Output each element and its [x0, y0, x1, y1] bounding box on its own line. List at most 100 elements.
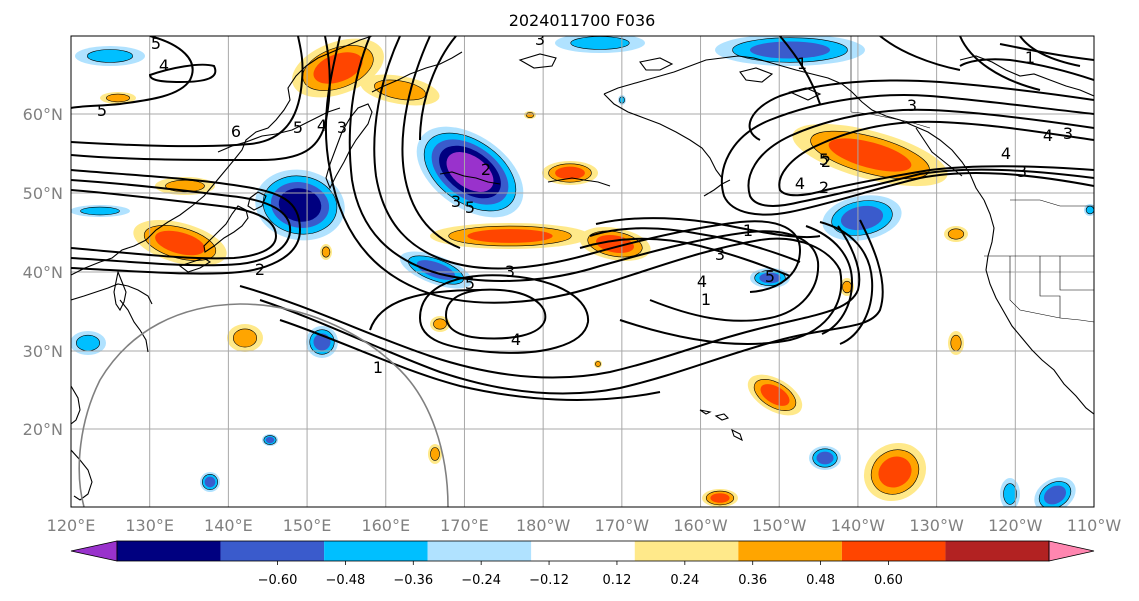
latitude-label: 40°N [23, 263, 63, 282]
contour-label: 2 [481, 160, 491, 179]
contour-label: 6 [231, 122, 241, 141]
latitude-label: 60°N [23, 105, 63, 124]
longitude-label: 150°E [283, 516, 332, 535]
latitude-label: 20°N [23, 420, 63, 439]
anomaly-blob [76, 334, 101, 352]
anomaly-blob [1003, 483, 1017, 505]
contour-label: 1 [373, 358, 383, 377]
contour-label: 3 [1063, 124, 1073, 143]
colorbar-tick-label: −0.60 [258, 573, 298, 588]
colorbar-segment [531, 541, 635, 561]
anomaly-blob [595, 361, 601, 367]
anomaly-blob [950, 334, 962, 352]
coastlines [71, 36, 1094, 501]
longitude-label: 170°W [595, 516, 650, 535]
contour-label: 5 [765, 267, 775, 286]
anomaly-blob [842, 280, 852, 294]
anomaly-blob [840, 205, 884, 231]
anomaly-blob [155, 230, 205, 256]
anomaly-blob [760, 384, 790, 406]
contour-label: 3 [337, 118, 347, 137]
contour-label: 5 [151, 34, 161, 53]
anomaly-blob [467, 229, 553, 243]
colorbar-tick-label: −0.24 [461, 573, 501, 588]
anomaly-blob [947, 228, 965, 240]
contour-label: 3 [535, 30, 545, 49]
contour-label: 3 [715, 245, 725, 264]
contour-label: 5 [97, 101, 107, 120]
contour-label: 4 [511, 330, 521, 349]
contour-label: 1 [701, 290, 711, 309]
contour-label: 2 [821, 152, 831, 171]
colorbar-segment [220, 541, 325, 561]
anomaly-blob [204, 476, 216, 488]
colorbar-segment [117, 541, 221, 561]
colorbar-tick-label: 0.60 [874, 573, 903, 588]
colorbar-segment [841, 541, 946, 561]
longitude-label: 110°W [1067, 516, 1122, 535]
range-circle [78, 303, 449, 507]
latitude-labels: 20°N 30°N 40°N 50°N 60°N [23, 105, 63, 439]
anomaly-blob [759, 272, 781, 284]
colorbar-segment [634, 541, 739, 561]
anomaly-blob [321, 246, 331, 258]
latitude-label: 30°N [23, 342, 63, 361]
contour-label: 3 [907, 96, 917, 115]
longitude-label: 160°E [361, 516, 410, 535]
longitude-label: 140°W [831, 516, 886, 535]
colorbar-segment [324, 541, 428, 561]
contour-label: 5 [293, 118, 303, 137]
contour-label: 1 [743, 221, 753, 240]
anomaly-blob [278, 188, 322, 222]
colorbar: −0.60 −0.48 −0.36 −0.24 −0.12 0.12 0.24 0.36 0.4… [70, 540, 1095, 588]
colorbar-tick-label: 0.12 [602, 573, 631, 588]
longitude-label: 120°W [988, 516, 1043, 535]
anomaly-blob [80, 206, 120, 216]
longitude-label: 150°W [752, 516, 807, 535]
contour-label: 4 [1043, 126, 1053, 145]
anomaly-blob [86, 49, 134, 63]
colorbar-tick-label: 0.24 [670, 573, 699, 588]
contour-label: 3 [451, 192, 461, 211]
anomaly-blob [313, 52, 363, 84]
anomaly-blob [828, 138, 912, 172]
contour-label: 4 [697, 272, 707, 291]
longitude-label: 160°W [673, 516, 728, 535]
anomaly-blob [1043, 485, 1067, 505]
contour-label: 5 [465, 198, 475, 217]
contour-label: 4 [159, 56, 169, 75]
contour-label: 5 [465, 274, 475, 293]
longitude-label: 170°E [440, 516, 489, 535]
anomaly-blob [265, 436, 275, 444]
anomaly-blob [555, 166, 585, 180]
colorbar-tick-label: 0.48 [806, 573, 835, 588]
colorbar-segment [427, 541, 532, 561]
contour-label: 4 [317, 116, 327, 135]
longitude-label: 130°E [125, 516, 174, 535]
anomaly-blob [446, 152, 494, 192]
contour-label: 2 [255, 260, 265, 279]
colorbar-extend-low [70, 540, 118, 562]
contour-label: 5 [819, 150, 829, 169]
anomaly-blob [878, 456, 912, 488]
longitude-label: 120°E [47, 516, 96, 535]
map-frame [70, 35, 1095, 508]
contour-label: 3 [1017, 162, 1027, 181]
anomaly-blob [1085, 205, 1094, 215]
colorbar-extend-high [1048, 540, 1095, 562]
contour-label: 1 [1025, 48, 1035, 67]
latitude-label: 50°N [23, 184, 63, 203]
colorbar-frame [116, 540, 1050, 562]
colorbar-segment [945, 541, 1049, 561]
anomaly-blob [525, 112, 535, 118]
colorbar-tick-label: −0.12 [529, 573, 569, 588]
anomaly-blob [710, 493, 730, 503]
contour-label: 3 [505, 262, 515, 281]
contour-label: 1 [797, 54, 807, 73]
longitude-label: 130°W [909, 516, 964, 535]
anomaly-blob [570, 36, 630, 50]
contour-label: 4 [795, 174, 805, 193]
